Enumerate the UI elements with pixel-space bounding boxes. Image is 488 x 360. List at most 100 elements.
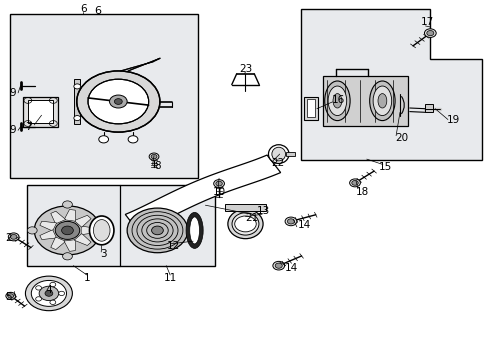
Ellipse shape xyxy=(93,220,110,241)
Ellipse shape xyxy=(327,86,346,116)
Text: 5: 5 xyxy=(5,292,12,302)
Text: 14: 14 xyxy=(284,263,297,273)
Circle shape xyxy=(74,84,81,89)
Text: 7: 7 xyxy=(25,122,32,132)
Text: 11: 11 xyxy=(163,273,177,283)
Circle shape xyxy=(59,291,64,296)
Circle shape xyxy=(74,116,81,121)
Bar xyxy=(224,204,265,211)
Circle shape xyxy=(8,294,14,298)
Polygon shape xyxy=(74,234,91,246)
Circle shape xyxy=(31,280,66,306)
Bar xyxy=(322,76,407,126)
Circle shape xyxy=(151,154,157,159)
Polygon shape xyxy=(51,237,65,249)
Circle shape xyxy=(27,227,37,234)
Circle shape xyxy=(285,217,296,226)
Text: 20: 20 xyxy=(395,132,407,143)
Circle shape xyxy=(50,300,56,305)
Circle shape xyxy=(61,226,73,235)
Circle shape xyxy=(36,297,41,301)
Circle shape xyxy=(10,234,17,239)
Circle shape xyxy=(98,227,107,234)
Ellipse shape xyxy=(89,216,114,245)
Bar xyxy=(306,99,314,117)
Circle shape xyxy=(215,181,222,186)
Bar xyxy=(285,152,294,156)
Bar xyxy=(23,97,58,127)
Circle shape xyxy=(6,292,16,300)
Text: 9: 9 xyxy=(9,88,16,98)
Circle shape xyxy=(62,253,72,260)
Circle shape xyxy=(50,282,56,287)
Ellipse shape xyxy=(377,94,386,108)
Text: 22: 22 xyxy=(270,158,284,168)
Circle shape xyxy=(62,201,72,208)
Circle shape xyxy=(45,291,53,296)
Circle shape xyxy=(426,31,433,36)
Circle shape xyxy=(109,95,127,108)
Text: 18: 18 xyxy=(355,186,369,197)
Polygon shape xyxy=(40,221,57,231)
Circle shape xyxy=(149,153,159,160)
Polygon shape xyxy=(64,239,76,251)
Ellipse shape xyxy=(227,209,263,239)
Ellipse shape xyxy=(185,212,203,248)
Circle shape xyxy=(8,233,19,241)
Ellipse shape xyxy=(189,217,199,244)
Bar xyxy=(28,100,53,123)
Circle shape xyxy=(77,71,160,132)
Polygon shape xyxy=(425,104,432,112)
Polygon shape xyxy=(51,211,65,224)
Circle shape xyxy=(351,180,358,185)
Circle shape xyxy=(34,206,101,255)
Text: 6: 6 xyxy=(80,4,86,14)
Circle shape xyxy=(39,286,59,301)
Circle shape xyxy=(287,219,294,224)
Text: 23: 23 xyxy=(238,64,252,74)
Ellipse shape xyxy=(232,213,259,235)
Circle shape xyxy=(99,136,108,143)
Ellipse shape xyxy=(271,147,285,161)
Circle shape xyxy=(128,136,138,143)
Circle shape xyxy=(127,208,187,253)
Circle shape xyxy=(25,276,72,311)
Text: 2: 2 xyxy=(5,233,12,243)
Ellipse shape xyxy=(268,145,288,163)
Ellipse shape xyxy=(372,86,391,116)
Text: 15: 15 xyxy=(378,162,391,172)
Circle shape xyxy=(272,261,284,270)
Text: 19: 19 xyxy=(446,114,460,125)
Bar xyxy=(27,185,215,266)
Text: 10: 10 xyxy=(212,186,225,197)
Circle shape xyxy=(114,99,122,104)
Circle shape xyxy=(234,216,256,232)
Circle shape xyxy=(213,180,224,188)
Ellipse shape xyxy=(332,94,341,108)
Text: 1: 1 xyxy=(83,273,90,283)
Circle shape xyxy=(36,286,41,290)
Text: 8: 8 xyxy=(154,161,161,171)
Text: 6: 6 xyxy=(94,6,101,16)
Polygon shape xyxy=(74,215,91,227)
Ellipse shape xyxy=(369,81,394,121)
Circle shape xyxy=(275,263,282,268)
Bar xyxy=(74,79,80,124)
Text: 12: 12 xyxy=(166,240,180,251)
Bar xyxy=(304,97,317,120)
Text: 4: 4 xyxy=(45,285,52,295)
Polygon shape xyxy=(300,9,481,160)
Text: 9: 9 xyxy=(9,125,16,135)
Polygon shape xyxy=(40,230,57,239)
Polygon shape xyxy=(81,226,96,235)
Text: 17: 17 xyxy=(420,17,434,27)
Polygon shape xyxy=(64,210,76,221)
Text: 14: 14 xyxy=(297,220,310,230)
Polygon shape xyxy=(125,155,280,232)
Circle shape xyxy=(55,221,80,239)
Circle shape xyxy=(151,226,163,235)
Circle shape xyxy=(349,179,360,187)
Text: 21: 21 xyxy=(244,213,258,223)
Text: 16: 16 xyxy=(331,95,345,105)
Text: 13: 13 xyxy=(256,206,269,216)
